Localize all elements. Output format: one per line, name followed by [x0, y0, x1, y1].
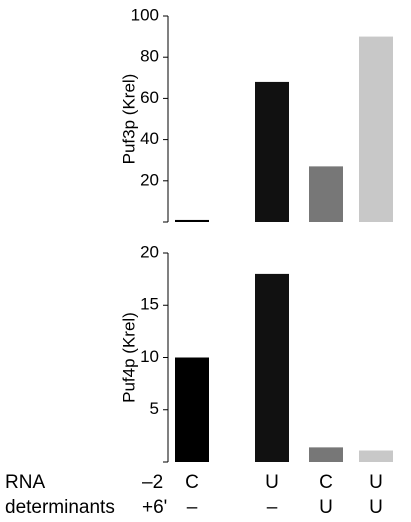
cell-label: C — [319, 472, 333, 493]
cell-label: – — [187, 497, 198, 518]
bar — [359, 450, 393, 462]
y-axis-title: Puf4p (Krel) — [119, 312, 138, 403]
row-label: determinants — [5, 497, 115, 518]
cell-label: U — [265, 472, 279, 493]
y-tick-label: 80 — [140, 47, 159, 66]
cell-label: – — [267, 497, 278, 518]
cell-label: U — [369, 497, 383, 518]
position-label: –2 — [142, 472, 163, 493]
y-axis-title: Puf3p (Krel) — [119, 74, 138, 165]
bar — [255, 81, 289, 222]
position-label: +6' — [142, 497, 167, 518]
y-tick-label: 60 — [140, 88, 159, 107]
bar — [359, 36, 393, 222]
cell-label: U — [319, 497, 333, 518]
y-tick-label: 5 — [150, 399, 159, 418]
cell-label: U — [369, 472, 383, 493]
y-tick-label: 10 — [140, 347, 159, 366]
bar — [175, 357, 209, 462]
y-tick-label: 15 — [140, 295, 159, 314]
y-tick-label: 40 — [140, 129, 159, 148]
y-tick-label: 100 — [131, 5, 159, 24]
bar — [255, 273, 289, 462]
y-tick-label: 20 — [140, 242, 159, 261]
y-tick-label: 20 — [140, 170, 159, 189]
cell-label: C — [185, 472, 199, 493]
bar — [175, 219, 209, 222]
bar — [309, 166, 343, 222]
bar — [309, 447, 343, 462]
row-label: RNA — [5, 472, 45, 493]
